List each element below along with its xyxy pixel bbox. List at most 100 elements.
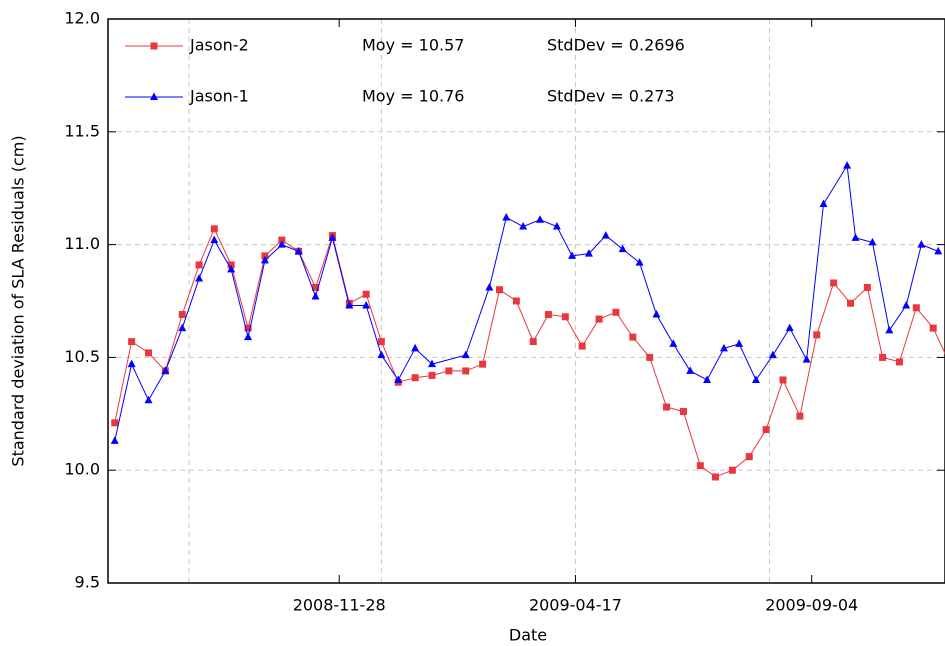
data-point (879, 353, 887, 361)
data-point (461, 350, 470, 359)
legend-mean: Moy = 10.57 (362, 36, 464, 55)
series-line (114, 164, 939, 441)
data-point (462, 367, 470, 375)
data-point (445, 367, 453, 375)
data-point (868, 237, 877, 246)
x-tick-label: 2009-04-17 (529, 596, 622, 615)
data-point (227, 261, 235, 269)
data-point (885, 325, 894, 334)
legend-marker (150, 92, 158, 100)
series-line (114, 227, 945, 478)
data-point (578, 342, 586, 350)
data-point (847, 299, 854, 307)
data-point (110, 436, 119, 444)
data-point (519, 222, 528, 230)
data-point (144, 395, 153, 404)
plot-area (110, 161, 945, 481)
legend-std: StdDev = 0.273 (547, 87, 675, 106)
data-point (552, 222, 561, 230)
data-point (294, 246, 303, 255)
data-point (728, 466, 736, 474)
data-point (618, 244, 627, 253)
data-point (929, 324, 937, 332)
legend-mean: Moy = 10.76 (362, 87, 464, 106)
data-point (544, 311, 552, 319)
plot-frame (107, 18, 945, 584)
data-point (912, 304, 920, 312)
data-point (362, 290, 370, 298)
data-point (195, 273, 204, 282)
data-point (312, 283, 320, 291)
data-point (328, 233, 337, 241)
data-point (851, 233, 860, 241)
data-point (612, 308, 620, 316)
data-point (561, 313, 569, 321)
data-point (696, 462, 704, 470)
data-point (377, 338, 385, 346)
data-point (584, 249, 593, 257)
data-point (394, 375, 403, 383)
data-point (261, 252, 269, 260)
data-point (652, 310, 661, 318)
data-point (244, 324, 252, 332)
y-tick-label: 11.0 (64, 234, 100, 253)
data-point (145, 349, 152, 357)
data-point (260, 255, 269, 264)
data-point (768, 350, 777, 359)
data-point (917, 240, 926, 248)
data-point (595, 315, 603, 323)
data-point (195, 261, 203, 269)
data-point (568, 251, 577, 259)
data-point (502, 213, 511, 221)
data-point (512, 297, 520, 305)
data-point (802, 355, 811, 363)
data-point (863, 283, 871, 291)
y-tick-label: 10.0 (64, 460, 100, 479)
data-point (663, 403, 671, 411)
data-point (635, 258, 644, 266)
data-point (601, 231, 610, 239)
data-point (646, 353, 654, 361)
data-point (843, 161, 852, 169)
data-point (377, 350, 386, 359)
data-point (345, 301, 354, 309)
data-point (210, 225, 218, 233)
data-point (669, 339, 678, 347)
data-point (362, 301, 371, 309)
data-point (762, 426, 770, 434)
data-point (813, 331, 821, 339)
x-tick-label: 2009-09-04 (765, 596, 858, 615)
data-point (428, 359, 436, 368)
data-point (496, 286, 503, 294)
data-point (227, 264, 236, 273)
data-point (210, 235, 219, 244)
legend-label: Jason-1 (189, 87, 249, 106)
data-point (679, 408, 687, 416)
data-point (819, 199, 828, 207)
data-point (485, 282, 494, 291)
data-point (278, 236, 286, 244)
data-point (796, 412, 804, 420)
data-point (411, 343, 420, 352)
data-point (934, 246, 943, 255)
data-point (719, 343, 728, 352)
data-point (127, 359, 136, 368)
data-point (895, 358, 903, 366)
data-point (745, 453, 753, 461)
data-point (244, 332, 253, 341)
data-point (779, 376, 787, 384)
legend-std: StdDev = 0.2696 (547, 36, 685, 55)
data-point (752, 375, 760, 383)
y-tick-label: 10.5 (64, 347, 100, 366)
data-point (785, 323, 794, 332)
y-tick-label: 11.5 (64, 121, 100, 140)
data-point (178, 311, 186, 319)
data-point (712, 473, 719, 481)
data-point (735, 339, 744, 347)
data-point (311, 291, 320, 300)
data-point (686, 366, 695, 374)
data-point (479, 360, 487, 368)
data-point (536, 215, 544, 223)
data-point (428, 371, 436, 379)
